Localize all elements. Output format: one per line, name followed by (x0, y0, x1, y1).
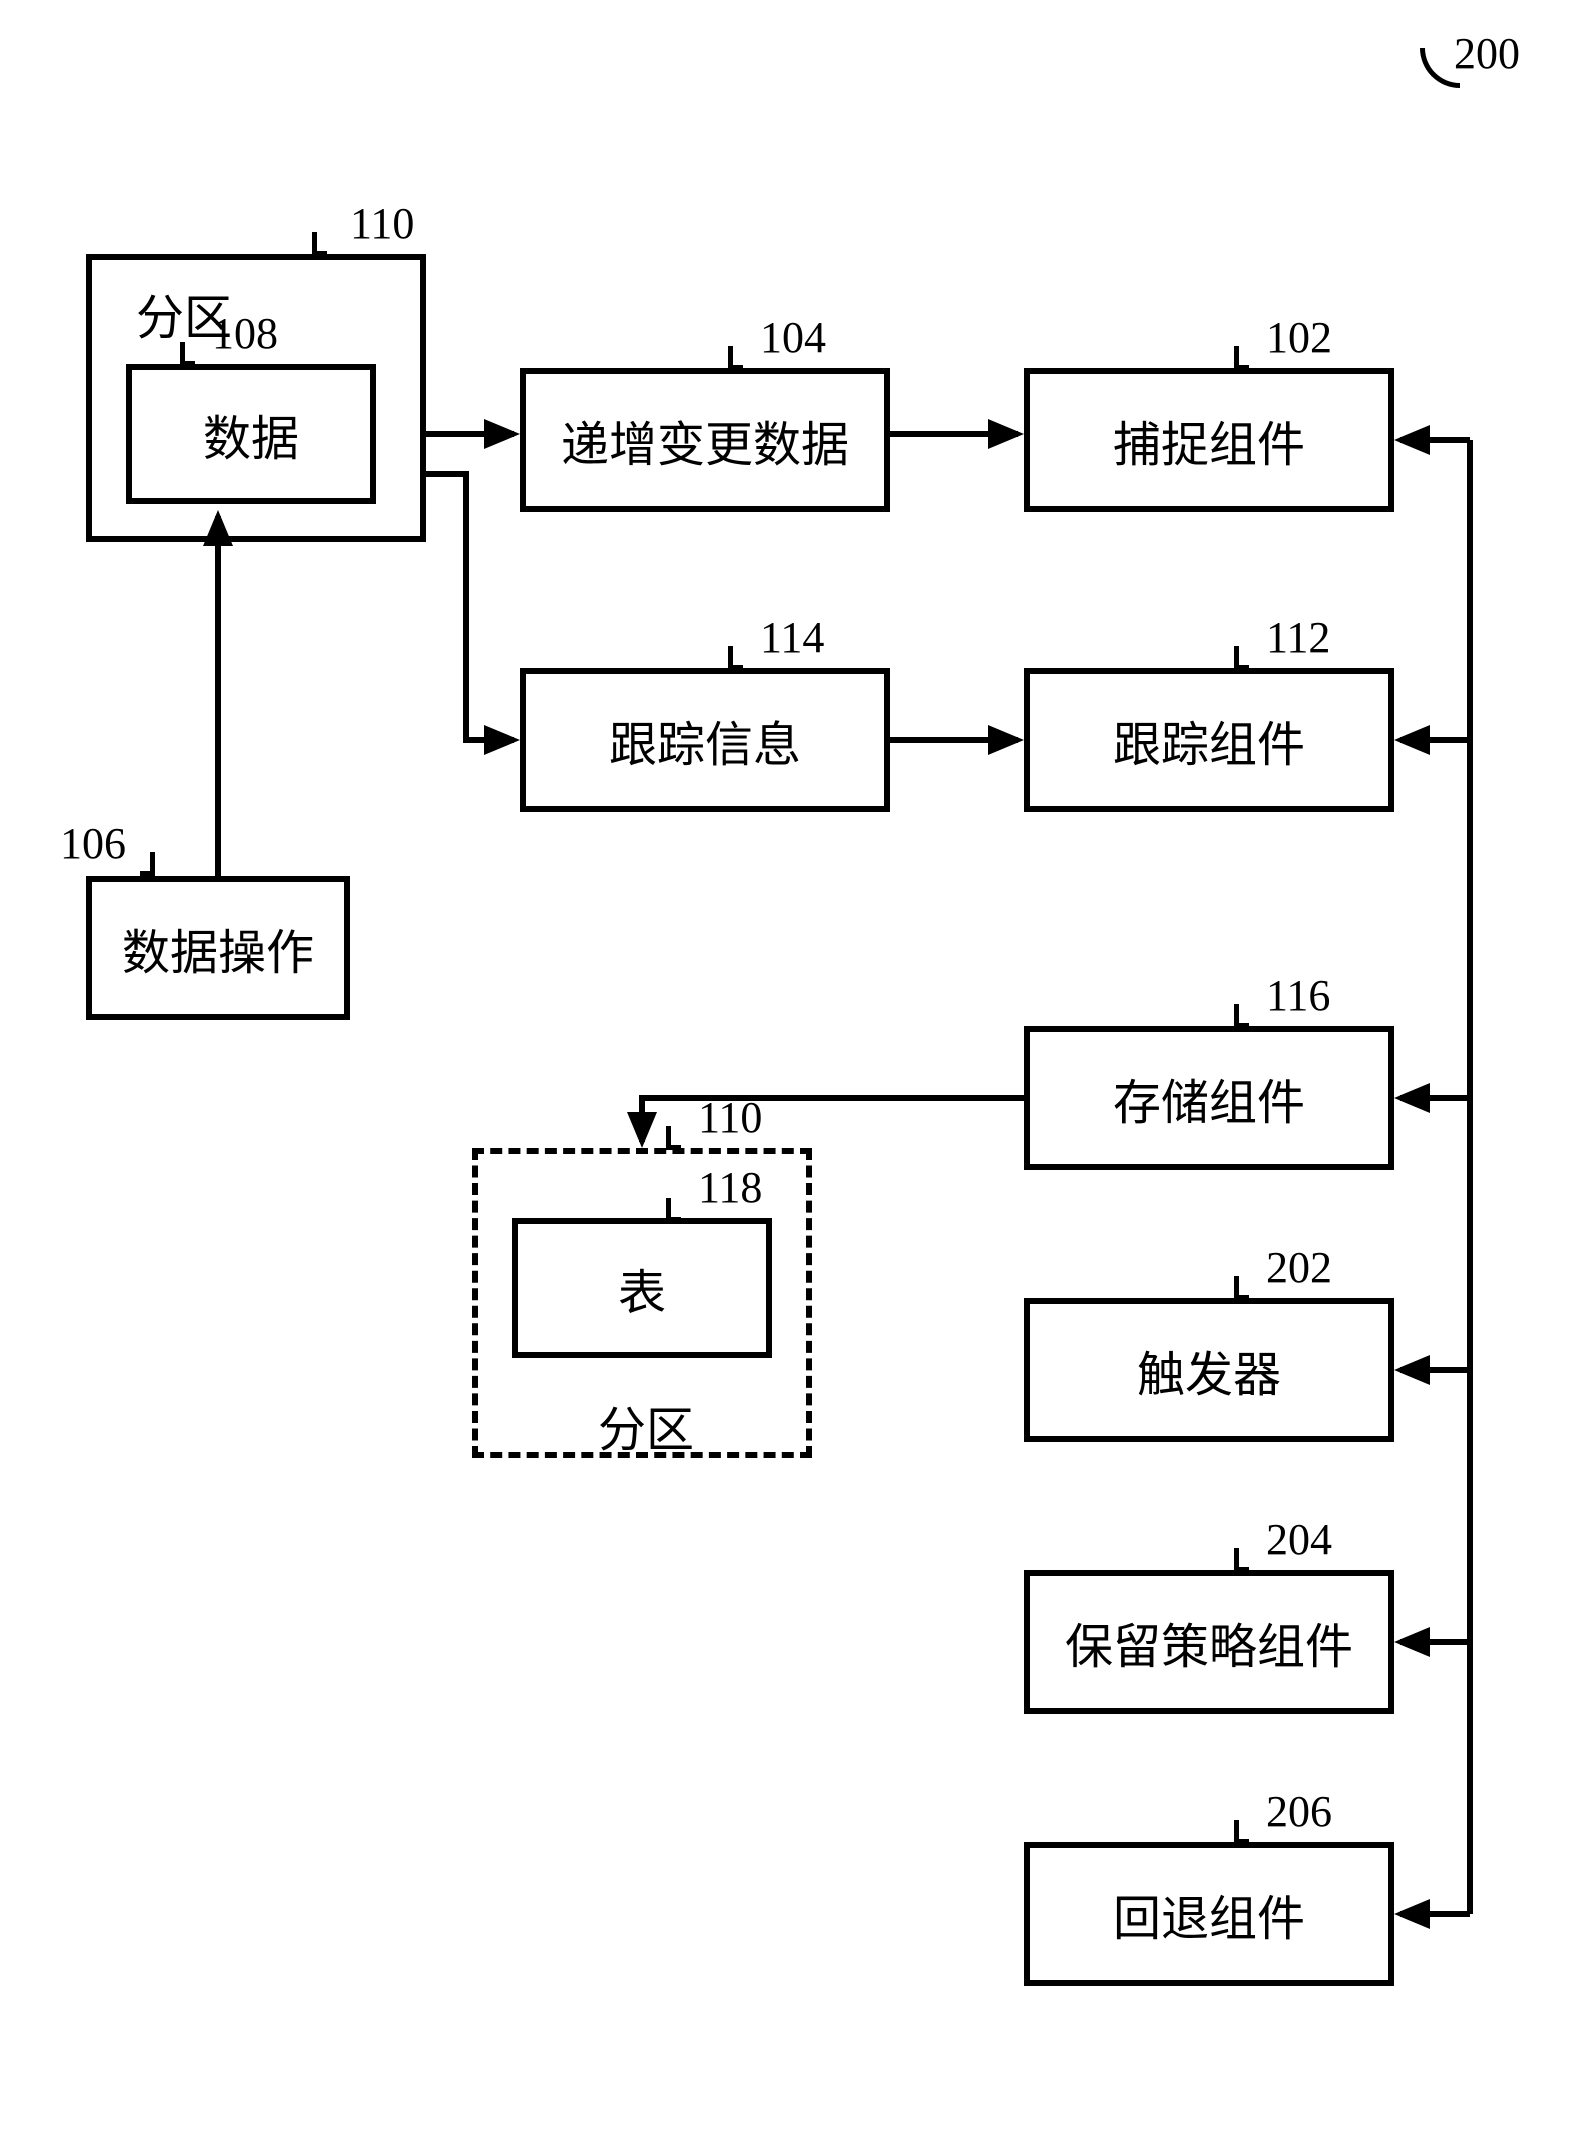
storage-node: 存储组件 (1024, 1026, 1394, 1170)
fallback-label: 回退组件 (1113, 1879, 1305, 1949)
table-node: 表 (512, 1218, 772, 1358)
fallback-node: 回退组件 (1024, 1842, 1394, 1986)
capture-node: 捕捉组件 (1024, 368, 1394, 512)
track-comp-label: 跟踪组件 (1113, 705, 1305, 775)
track-info-node: 跟踪信息 (520, 668, 890, 812)
trigger-node: 触发器 (1024, 1298, 1394, 1442)
data-node-label: 数据 (203, 399, 299, 469)
track-comp-node: 跟踪组件 (1024, 668, 1394, 812)
capture-label: 捕捉组件 (1113, 405, 1305, 475)
storage-label: 存储组件 (1113, 1063, 1305, 1133)
data-node: 数据 (126, 364, 376, 504)
data-op-node: 数据操作 (86, 876, 350, 1020)
data-op-label: 数据操作 (122, 913, 314, 983)
figure-ref-label: 200 (1454, 28, 1520, 79)
partition-2-title: 分区 (598, 1390, 694, 1460)
retention-node: 保留策略组件 (1024, 1570, 1394, 1714)
incr-data-label: 递增变更数据 (561, 405, 849, 475)
track-info-label: 跟踪信息 (609, 705, 801, 775)
retention-label: 保留策略组件 (1065, 1607, 1353, 1677)
incr-data-node: 递增变更数据 (520, 368, 890, 512)
table-label: 表 (618, 1253, 666, 1323)
trigger-label: 触发器 (1137, 1335, 1281, 1405)
diagram-canvas: 200 分区 数据 数据操作 递增变更数据 捕捉组件 跟踪信息 跟踪组件 存储组… (0, 0, 1594, 2147)
